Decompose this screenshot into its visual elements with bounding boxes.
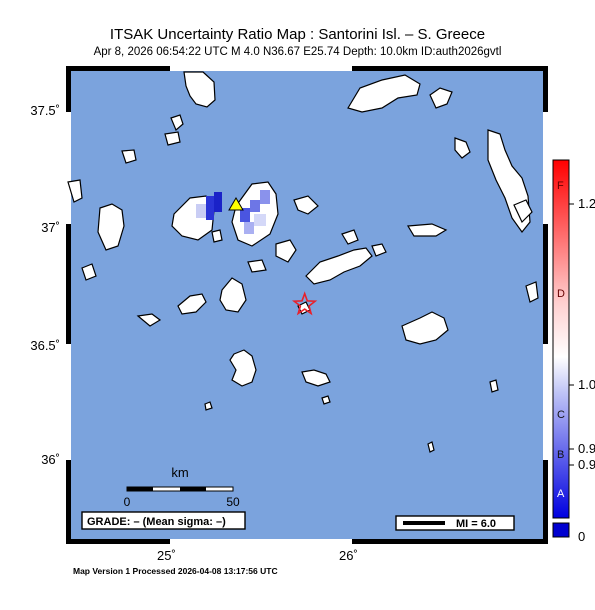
island [513,199,533,224]
island [301,369,331,387]
grade-text: GRADE: – (Mean sigma: –) [87,516,226,528]
colorbar-value: 1.0 [578,377,595,392]
mi-legend-text: MI = 6.0 [456,518,496,530]
uncertainty-shading [196,190,270,234]
grade-box [81,511,246,530]
island [219,277,247,313]
colorbar-value: 0.9 [578,441,595,456]
colorbar-value: 0.9 [578,457,595,472]
island [489,379,499,393]
lon-tick-label: 25˚ [157,548,176,563]
island [275,239,297,263]
island [406,223,448,237]
island [204,401,213,411]
colorbar-zero-box [552,522,570,538]
island [305,247,373,285]
island [183,71,216,108]
map-subtitle: Apr 8, 2026 06:54:22 UTC M 4.0 N36.67 E2… [93,46,502,58]
mi-legend-box [395,515,515,531]
island [211,229,223,243]
scale-unit: km [171,465,188,480]
island [293,195,319,215]
footer-processed: Map Version 1 Processed 2026-04-08 13:17… [73,566,278,576]
island [401,311,449,345]
mi-legend-line [403,521,445,525]
colorbar [552,159,570,519]
island [321,395,331,405]
island [347,74,421,113]
lat-tick-label: 36˚ [41,452,60,467]
island [341,229,359,245]
island [427,441,435,453]
map-title: ITSAK Uncertainty Ratio Map : Santorini … [109,26,486,43]
island [97,203,125,251]
island [136,313,162,327]
lon-tick-label: 26˚ [339,548,358,563]
colorbar-letter: F [557,180,564,192]
island [121,149,137,164]
island [371,243,387,257]
island [67,179,83,203]
colorbar-letter: B [557,449,565,461]
island [170,114,184,131]
colorbar-letter: A [557,488,565,500]
colorbar-letter: D [557,288,565,300]
colorbar-ticks [569,203,574,466]
lat-tick-label: 37.5˚ [30,103,60,118]
lat-tick-label: 36.5˚ [30,338,60,353]
station-triangle-icon [228,197,244,211]
island [525,281,539,303]
island [164,131,181,146]
island [81,263,97,281]
island [429,87,453,109]
island [229,349,257,387]
frame-ticks [66,66,548,544]
islands [67,71,539,453]
colorbar-value: 1.2 [578,196,595,211]
lat-tick-label: 37˚ [41,220,60,235]
colorbar-value: 0 [578,529,586,544]
colorbar-letter: C [557,409,565,421]
island [247,259,267,273]
island [177,293,207,315]
scale-max: 50 [226,495,240,509]
island [454,137,471,159]
epicenter-star-icon [291,291,318,316]
scale-min: 0 [124,495,131,509]
scale-bar [126,486,234,492]
